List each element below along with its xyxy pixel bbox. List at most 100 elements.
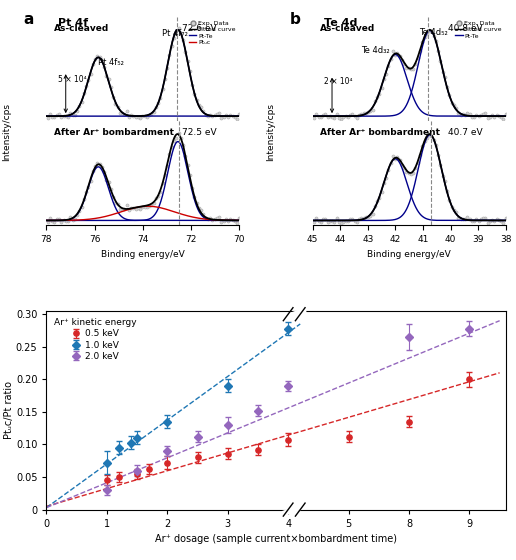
Exp. Data <box>139 203 146 210</box>
Fitted curve <box>43 217 50 224</box>
Fitted curve <box>122 206 128 212</box>
Exp. Data <box>175 25 182 31</box>
Exp. Data <box>354 115 360 122</box>
Fitted curve <box>503 217 509 224</box>
Fitted curve <box>107 185 114 192</box>
Fitted curve <box>453 211 459 217</box>
Fitted curve <box>91 59 97 66</box>
Exp. Data <box>214 214 220 221</box>
Exp. Data <box>311 114 317 121</box>
Exp. Data <box>498 113 504 120</box>
Exp. Data <box>503 110 509 117</box>
Fitted curve <box>202 110 208 117</box>
Text: As-cleaved: As-cleaved <box>54 24 109 33</box>
Exp. Data <box>234 220 240 226</box>
Text: 72.6 eV: 72.6 eV <box>182 24 216 33</box>
Fitted curve <box>175 26 181 33</box>
Text: 2 × 10⁴: 2 × 10⁴ <box>324 77 353 86</box>
Exp. Data <box>44 218 51 225</box>
Legend: 0.5 keV, 1.0 keV, 2.0 keV: 0.5 keV, 1.0 keV, 2.0 keV <box>51 315 139 363</box>
Exp. Data <box>408 66 414 73</box>
Text: 40.8 eV: 40.8 eV <box>448 24 482 33</box>
Exp. Data <box>225 218 231 225</box>
Exp. Data <box>225 114 231 120</box>
Text: Intensity/cps: Intensity/cps <box>266 102 275 161</box>
Legend: Exp. Data, Fitted curve, Pt-Te, Ptᵤᴄ: Exp. Data, Fitted curve, Pt-Te, Ptᵤᴄ <box>188 20 236 45</box>
Text: Te 4d₃₂: Te 4d₃₂ <box>361 46 390 55</box>
Line: Exp. Data: Exp. Data <box>46 131 241 225</box>
Fitted curve <box>357 217 363 223</box>
Exp. Data <box>230 217 236 223</box>
Fitted curve <box>149 110 155 116</box>
Exp. Data <box>139 113 146 120</box>
Line: Fitted curve: Fitted curve <box>313 30 506 116</box>
Fitted curve <box>43 113 50 119</box>
Exp. Data <box>503 214 509 221</box>
Text: b: b <box>289 12 300 26</box>
Exp. Data <box>70 112 76 119</box>
Exp. Data <box>311 218 317 225</box>
Text: 5 × 10⁴: 5 × 10⁴ <box>58 75 87 84</box>
Fitted curve <box>202 214 208 221</box>
Text: Pt 4f: Pt 4f <box>58 18 88 28</box>
Fitted curve <box>427 130 433 137</box>
Fitted curve <box>187 69 193 76</box>
Text: After Ar⁺ bombardment: After Ar⁺ bombardment <box>320 128 441 137</box>
Exp. Data <box>70 216 76 223</box>
Fitted curve <box>174 130 181 137</box>
Exp. Data <box>494 216 500 222</box>
Text: Te 4d₅₂: Te 4d₅₂ <box>419 28 447 37</box>
Text: 40.7 eV: 40.7 eV <box>448 128 482 137</box>
Exp. Data <box>175 129 182 136</box>
Exp. Data <box>234 115 240 122</box>
Fitted curve <box>236 113 243 119</box>
Fitted curve <box>310 217 316 224</box>
Exp. Data <box>85 183 91 190</box>
Exp. Data <box>236 110 243 117</box>
Fitted curve <box>503 113 509 119</box>
Fitted curve <box>389 54 395 60</box>
Text: After Ar⁺ bombardment: After Ar⁺ bombardment <box>54 128 174 137</box>
Exp. Data <box>338 220 344 227</box>
Exp. Data <box>354 219 360 226</box>
Fitted curve <box>469 217 475 223</box>
Text: Intensity/cps: Intensity/cps <box>3 102 11 161</box>
Exp. Data <box>482 214 489 221</box>
Y-axis label: Ptᵤᴄ/Pt ratio: Ptᵤᴄ/Pt ratio <box>5 381 14 439</box>
Exp. Data <box>338 115 344 122</box>
Line: Fitted curve: Fitted curve <box>313 134 506 221</box>
Fitted curve <box>389 158 395 165</box>
Fitted curve <box>415 157 421 164</box>
Line: Exp. Data: Exp. Data <box>313 29 507 120</box>
Fitted curve <box>374 201 380 208</box>
Fitted curve <box>453 106 459 113</box>
Text: a: a <box>23 12 34 26</box>
Fitted curve <box>415 53 421 59</box>
Text: Pt 4f₇₂: Pt 4f₇₂ <box>162 29 188 38</box>
Exp. Data <box>85 77 91 83</box>
X-axis label: Binding energy/eV: Binding energy/eV <box>101 250 185 259</box>
Fitted curve <box>149 200 155 207</box>
Fitted curve <box>374 96 380 103</box>
Fitted curve <box>187 174 193 180</box>
Exp. Data <box>494 111 500 118</box>
Text: Te 4d: Te 4d <box>324 18 358 28</box>
Text: As-cleaved: As-cleaved <box>320 24 376 33</box>
Fitted curve <box>236 217 243 224</box>
Text: Pt 4f₅₂: Pt 4f₅₂ <box>98 58 123 67</box>
Line: Exp. Data: Exp. Data <box>46 27 241 120</box>
Fitted curve <box>122 111 128 118</box>
Fitted curve <box>107 83 114 90</box>
Exp. Data <box>336 219 342 226</box>
Exp. Data <box>230 113 236 119</box>
Exp. Data <box>426 27 432 34</box>
Text: 72.5 eV: 72.5 eV <box>182 128 216 137</box>
X-axis label: Ar⁺ dosage (sample current×bombardment time): Ar⁺ dosage (sample current×bombardment t… <box>155 534 397 544</box>
Fitted curve <box>310 113 316 119</box>
Exp. Data <box>408 170 414 177</box>
X-axis label: Binding energy/eV: Binding energy/eV <box>367 250 451 259</box>
Line: Fitted curve: Fitted curve <box>46 134 239 221</box>
Fitted curve <box>427 26 433 33</box>
Fitted curve <box>91 167 97 174</box>
Exp. Data <box>426 132 432 138</box>
